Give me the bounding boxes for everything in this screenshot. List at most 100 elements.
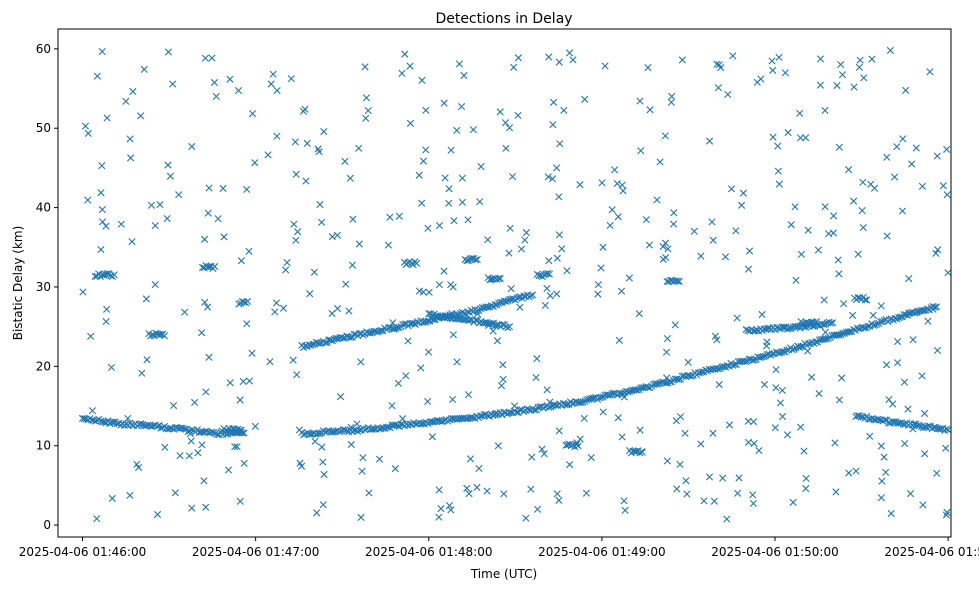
- detection-marker: [661, 132, 669, 140]
- detection-marker: [248, 110, 257, 118]
- detection-marker: [855, 325, 863, 333]
- detection-marker: [791, 203, 799, 211]
- detection-marker: [729, 52, 737, 60]
- detection-marker: [422, 146, 430, 154]
- detection-marker: [384, 423, 392, 431]
- detection-marker: [98, 205, 106, 214]
- detection-marker: [545, 257, 553, 265]
- detection-marker: [219, 184, 227, 192]
- detection-marker: [714, 84, 723, 92]
- detection-marker: [406, 62, 414, 70]
- detection-marker: [210, 78, 219, 87]
- detection-marker: [151, 280, 159, 289]
- detection-marker: [243, 320, 251, 328]
- detection-marker: [450, 217, 458, 225]
- detection-marker: [200, 477, 208, 485]
- detection-marker: [796, 109, 804, 117]
- detection-marker: [186, 430, 194, 438]
- detection-marker: [796, 134, 805, 142]
- detection-marker: [266, 358, 274, 366]
- detection-marker: [137, 112, 145, 120]
- detection-marker: [212, 92, 220, 100]
- detection-marker: [181, 308, 189, 316]
- detection-marker: [137, 420, 145, 428]
- detection-marker: [812, 317, 821, 326]
- detection-marker: [594, 280, 602, 289]
- detection-marker: [709, 429, 717, 437]
- detection-marker: [311, 437, 319, 445]
- detection-marker: [243, 297, 252, 306]
- detection-marker: [362, 114, 370, 122]
- detection-marker: [705, 137, 714, 145]
- detection-marker: [893, 143, 901, 151]
- detection-marker: [319, 501, 327, 509]
- detection-marker: [465, 490, 473, 498]
- detection-marker: [830, 212, 838, 220]
- detection-marker: [829, 229, 838, 237]
- detection-marker: [424, 317, 432, 325]
- detection-marker: [527, 485, 535, 493]
- detection-marker: [779, 348, 787, 356]
- detection-marker: [760, 381, 769, 389]
- detection-marker: [418, 76, 426, 84]
- detection-marker: [896, 313, 905, 321]
- detection-marker: [772, 366, 780, 374]
- data-markers: [78, 46, 952, 523]
- detection-marker: [485, 321, 493, 330]
- detection-marker: [501, 119, 510, 127]
- detection-marker: [404, 337, 412, 345]
- detection-marker: [893, 337, 902, 346]
- detection-marker: [328, 309, 336, 318]
- detection-marker: [98, 218, 107, 226]
- detection-marker: [710, 497, 718, 505]
- detection-marker: [231, 443, 239, 451]
- detection-marker: [820, 320, 828, 329]
- detection-marker: [208, 428, 216, 436]
- detection-marker: [97, 245, 105, 254]
- detection-marker: [107, 363, 116, 372]
- x-tick-label: 2025-04-06 01:47:00: [192, 545, 319, 559]
- detection-marker: [245, 377, 254, 385]
- detection-marker: [727, 185, 736, 193]
- detection-marker: [606, 221, 614, 230]
- detection-marker: [117, 220, 125, 228]
- detection-marker: [735, 474, 743, 482]
- detection-marker: [943, 191, 951, 199]
- detection-marker: [448, 395, 457, 404]
- detection-marker: [341, 426, 349, 434]
- detection-marker: [97, 189, 105, 197]
- detection-marker: [678, 56, 686, 64]
- detection-marker: [384, 241, 393, 249]
- detection-marker: [153, 422, 161, 431]
- detection-marker: [226, 379, 234, 387]
- detection-marker: [860, 324, 869, 332]
- detection-marker: [502, 144, 510, 152]
- detection-marker: [138, 369, 146, 377]
- detection-marker: [697, 252, 705, 260]
- detection-marker: [267, 80, 275, 88]
- detection-marker: [742, 325, 750, 334]
- detection-marker: [614, 213, 622, 221]
- plot-frame: [57, 28, 952, 538]
- detection-marker: [499, 375, 507, 383]
- detection-marker: [904, 405, 912, 413]
- detection-marker: [336, 428, 344, 436]
- detection-marker: [541, 301, 549, 310]
- detection-marker: [834, 256, 842, 264]
- detection-marker: [133, 460, 141, 468]
- detection-marker: [802, 484, 810, 493]
- detection-marker: [552, 401, 560, 410]
- detection-marker: [98, 162, 106, 170]
- detection-marker: [187, 437, 195, 445]
- detection-marker: [140, 65, 148, 73]
- detection-marker: [103, 114, 111, 122]
- detection-marker: [126, 491, 134, 499]
- detection-marker: [315, 148, 323, 156]
- detection-marker: [203, 303, 212, 311]
- detection-marker: [769, 66, 777, 74]
- detection-marker: [867, 180, 875, 188]
- detection-marker: [845, 166, 853, 174]
- detection-marker: [417, 364, 425, 372]
- detection-marker: [883, 361, 891, 369]
